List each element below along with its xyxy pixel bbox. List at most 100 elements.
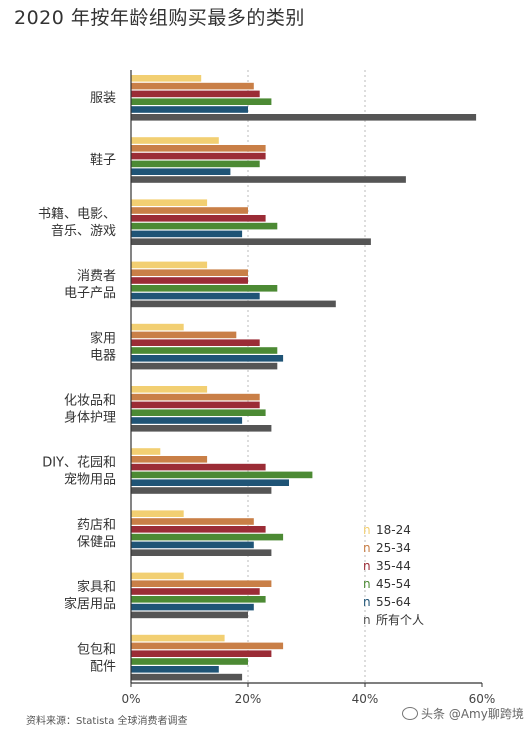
bar [131,666,219,673]
bar [131,199,208,206]
legend-label: 55-64 [376,595,411,609]
watermark: 头条 @Amy聊跨境 [402,705,524,722]
bar [131,386,208,393]
category-label: 鞋子 [90,152,116,168]
legend-marker: n [363,613,371,627]
bar [131,526,266,533]
legend-marker: n [363,577,371,591]
bar [131,292,260,300]
category-label: 药店和 [77,518,116,533]
watermark-text: 头条 @Amy聊跨境 [421,707,524,721]
bar [131,510,184,517]
bar [131,75,202,82]
bar [131,277,248,284]
bar [131,588,260,595]
legend-marker: n [363,559,371,573]
bar [131,230,243,238]
legend-label: 所有个人 [376,613,424,627]
bar [131,238,371,245]
bar [131,471,313,479]
bar [131,152,266,160]
bar [131,611,248,619]
chart-title: 2020 年按年龄组购买最多的类别 [14,7,305,29]
legend-label: 25-34 [376,541,411,555]
x-tick-label: 60% [469,692,496,706]
bar [131,603,254,611]
bar [131,541,254,549]
category-label: 配件 [90,659,116,674]
x-tick-label: 0% [121,692,140,706]
bar [131,98,272,105]
bar [131,572,184,580]
bar [131,347,278,354]
bar [131,549,272,556]
bar [131,487,272,494]
bar [131,463,266,471]
bar [131,456,208,463]
category-label: 家居用品 [64,596,116,612]
category-label: 化妆品和 [64,394,116,409]
category-label: 服装 [90,91,116,106]
bar [131,634,225,642]
category-label: 家具和 [77,579,116,595]
bar [131,300,336,308]
legend-marker: n [363,541,371,555]
bar [131,323,184,331]
bar [131,168,231,175]
category-label: 家用 [90,330,116,346]
bar [131,417,243,424]
bar [131,401,260,409]
x-tick-label: 40% [352,692,379,706]
bar [131,261,208,269]
bar [131,409,266,416]
bar [131,331,237,339]
bar [131,114,477,121]
bar [131,90,260,98]
bar [131,479,289,486]
category-label: 音乐、游戏 [51,223,116,239]
x-tick-label: 20% [235,692,262,706]
bar [131,355,284,362]
bar [131,642,284,650]
category-label: 身体护理 [64,410,116,426]
bar [131,269,248,276]
category-label: 保健品 [77,535,116,550]
bar [131,533,284,541]
bar [131,658,248,665]
bar [131,339,260,346]
category-label: 包包和 [77,642,116,657]
category-label: DIY、花园和 [42,455,116,471]
bar [131,673,243,681]
bar [131,222,278,230]
bar [131,425,272,432]
bar [131,362,278,370]
bar [131,106,248,113]
chat-bubble-icon [402,707,418,720]
legend-label: 45-54 [376,577,411,591]
legend-marker: n [363,595,371,609]
source-note: 资料来源：Statista 全球消费者调查 [26,716,188,727]
legend-marker: n [363,523,371,537]
bar [131,215,266,222]
bar [131,650,272,657]
category-label: 电子产品 [64,286,116,301]
category-label: 电器 [90,348,116,363]
bar [131,137,219,144]
category-label: 宠物用品 [64,472,116,488]
legend-label: 18-24 [376,523,411,537]
bar [131,580,272,587]
bar [131,285,278,292]
bar [131,82,254,90]
bar [131,145,266,152]
bar [131,160,260,168]
bar [131,176,406,183]
bar [131,596,266,603]
bar [131,518,254,525]
legend-label: 35-44 [376,559,411,573]
bar [131,393,260,401]
bar [131,448,161,455]
category-label: 消费者 [77,269,116,284]
category-label: 书籍、电影、 [38,206,116,222]
bar [131,207,248,214]
